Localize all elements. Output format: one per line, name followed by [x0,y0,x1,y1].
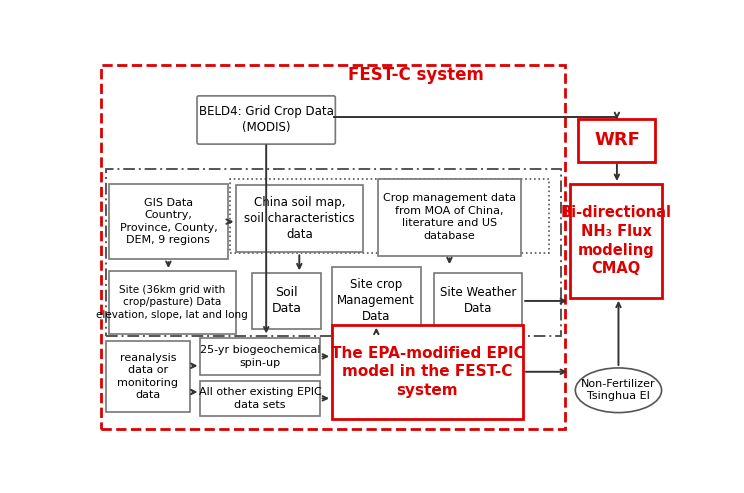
Ellipse shape [575,368,661,413]
Text: Crop management data
from MOA of China,
literature and US
database: Crop management data from MOA of China, … [383,193,516,241]
Bar [200,338,320,375]
Bar [578,119,655,162]
Text: Soil
Data: Soil Data [272,286,301,316]
Text: Bi-directional
NH₃ Flux
modeling
CMAQ: Bi-directional NH₃ Flux modeling CMAQ [561,206,672,276]
Bar [332,267,420,335]
Text: 25-yr biogeochemical
spin-up: 25-yr biogeochemical spin-up [200,345,320,368]
FancyBboxPatch shape [197,96,336,144]
Text: reanalysis
data or
monitoring
data: reanalysis data or monitoring data [118,353,179,400]
Bar [434,273,522,329]
Text: China soil map,
soil characteristics
data: China soil map, soil characteristics dat… [244,196,355,241]
Bar [109,271,236,334]
Text: GIS Data
Country,
Province, County,
DEM, 9 regions: GIS Data Country, Province, County, DEM,… [120,198,217,245]
Bar [106,169,562,336]
Text: BELD4: Grid Crop Data
(MODIS): BELD4: Grid Crop Data (MODIS) [199,106,333,135]
Bar [378,178,521,255]
Bar [106,341,190,412]
Text: WRF: WRF [594,132,640,149]
Text: All other existing EPIC
data sets: All other existing EPIC data sets [199,387,321,410]
Bar [109,184,228,259]
Bar [200,381,320,416]
Bar [332,325,523,419]
Bar [236,185,363,252]
Text: Site Weather
Data: Site Weather Data [440,286,516,316]
Text: Non-Fertilizer
Tsinghua EI: Non-Fertilizer Tsinghua EI [581,379,655,401]
Text: Site crop
Management
Data: Site crop Management Data [337,279,415,323]
Bar [230,178,549,253]
Text: Site (36km grid with
crop/pasture) Data
elevation, slope, lat and long: Site (36km grid with crop/pasture) Data … [97,285,248,320]
Text: The EPA-modified EPIC
model in the FEST-C
system: The EPA-modified EPIC model in the FEST-… [330,346,525,398]
Text: FEST-C system: FEST-C system [348,66,484,83]
Bar [252,273,321,329]
Bar [101,65,565,429]
Bar [570,184,662,298]
